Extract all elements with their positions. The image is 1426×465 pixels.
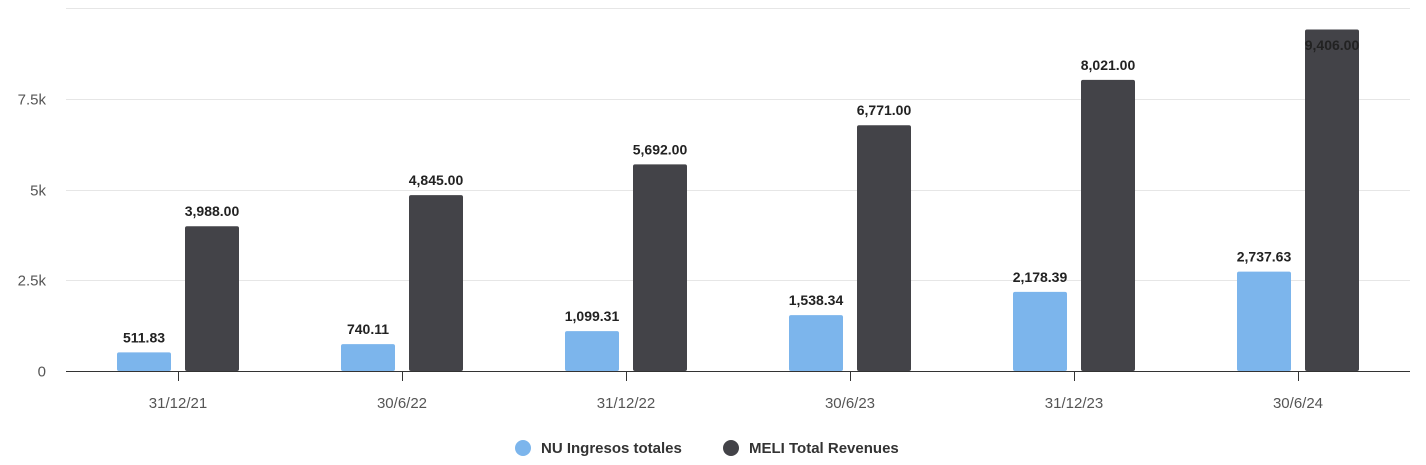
x-tick-label: 30/6/22	[377, 395, 427, 412]
data-label: 740.11	[347, 321, 389, 337]
bar-meli[interactable]	[1305, 29, 1359, 372]
data-label: 9,406.00	[1305, 37, 1360, 53]
x-tick-label: 30/6/24	[1273, 395, 1323, 412]
bar-meli[interactable]	[409, 195, 463, 371]
bar-nu[interactable]	[1237, 271, 1291, 371]
data-label: 5,692.00	[633, 141, 688, 157]
y-tick-label: 5k	[30, 183, 46, 200]
legend-marker-icon	[515, 440, 531, 456]
data-label: 1,538.34	[789, 292, 844, 308]
y-axis-ticks: 0 2.5k 5k 7.5k	[18, 92, 47, 381]
x-axis: 31/12/21 30/6/22 31/12/22 30/6/23 31/12/23 30…	[66, 371, 1410, 412]
bar-nu[interactable]	[1013, 291, 1067, 371]
x-tick-label: 31/12/23	[1045, 395, 1103, 412]
x-tick-label: 31/12/22	[597, 395, 655, 412]
y-tick-label: 7.5k	[18, 92, 47, 109]
x-tick-label: 31/12/21	[149, 395, 207, 412]
data-label: 511.83	[123, 329, 165, 345]
data-labels: 511.83 3,988.00 740.11 4,845.00 1,099.31 5,69…	[123, 37, 1359, 345]
grid-lines	[66, 8, 1410, 281]
bar-nu[interactable]	[789, 315, 843, 371]
data-label: 2,178.39	[1013, 269, 1068, 285]
data-label: 8,021.00	[1081, 57, 1136, 73]
y-tick-label: 2.5k	[18, 273, 47, 290]
data-label: 2,737.63	[1237, 249, 1292, 265]
data-label: 6,771.00	[857, 102, 912, 118]
legend-marker-icon	[723, 440, 739, 456]
bar-meli[interactable]	[1081, 79, 1135, 371]
data-label: 1,099.31	[565, 308, 620, 324]
legend-label: NU Ingresos totales	[541, 440, 682, 457]
bar-nu[interactable]	[565, 331, 619, 371]
data-label: 3,988.00	[185, 203, 240, 219]
data-label: 4,845.00	[409, 172, 464, 188]
bar-meli[interactable]	[633, 164, 687, 371]
bar-meli[interactable]	[857, 125, 911, 371]
bars	[117, 29, 1359, 372]
bar-nu[interactable]	[117, 352, 171, 371]
legend-item[interactable]: MELI Total Revenues	[723, 440, 899, 457]
legend-item[interactable]: NU Ingresos totales	[515, 440, 682, 457]
legend[interactable]: NU Ingresos totales MELI Total Revenues	[515, 440, 899, 457]
bar-meli[interactable]	[185, 226, 239, 371]
y-tick-label: 0	[38, 364, 46, 381]
x-tick-label: 30/6/23	[825, 395, 875, 412]
legend-label: MELI Total Revenues	[749, 440, 899, 457]
bar-nu[interactable]	[341, 344, 395, 371]
